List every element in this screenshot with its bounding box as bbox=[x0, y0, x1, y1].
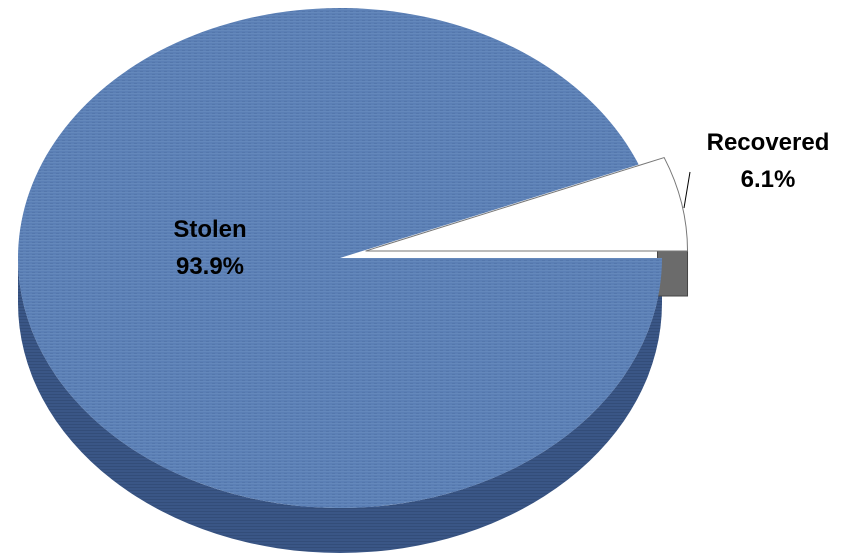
slice-label-recovered: Recovered bbox=[707, 129, 830, 156]
slice-value-recovered: 6.1% bbox=[741, 166, 796, 193]
recovered-leader-line bbox=[683, 171, 691, 209]
slice-value-stolen: 93.9% bbox=[176, 253, 244, 280]
pie-side-stolen bbox=[18, 258, 662, 553]
slice-label-stolen: Stolen bbox=[173, 216, 246, 243]
pie-slice-stolen bbox=[18, 7, 662, 508]
pie-slice-recovered bbox=[365, 156, 689, 252]
pie-face-recovered bbox=[657, 250, 689, 297]
pie-tops bbox=[18, 7, 689, 508]
